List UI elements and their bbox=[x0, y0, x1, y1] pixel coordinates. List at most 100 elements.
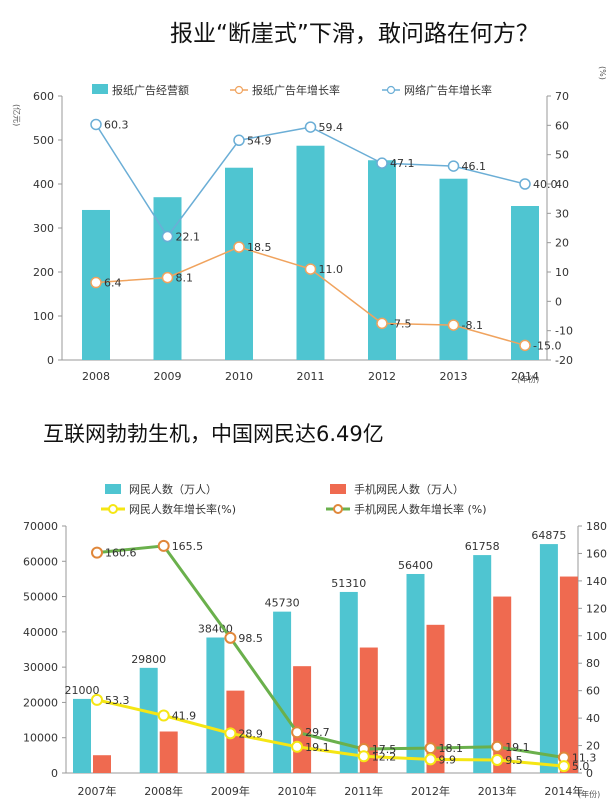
data-label: 54.9 bbox=[247, 134, 272, 147]
x-axis-unit: (年份) bbox=[578, 789, 600, 799]
data-point bbox=[157, 709, 170, 722]
legend-label: 报纸广告经营额 bbox=[112, 83, 189, 97]
data-point bbox=[447, 319, 460, 331]
bar-newspaper-ad-revenue bbox=[296, 145, 325, 360]
data-point bbox=[90, 276, 102, 289]
chart-1-newspaper-ads: 0 100 200 300 400 500 600 -20 -10 0 10 20 30 40 50 60 70… bbox=[12, 66, 607, 384]
left-tick-label: 70000 bbox=[23, 520, 58, 533]
data-label: 17.5 bbox=[372, 743, 397, 756]
data-point bbox=[291, 726, 304, 739]
right-tick-label: 50 bbox=[555, 149, 569, 162]
data-label: 53.3 bbox=[105, 694, 130, 707]
bar-value-label: 56400 bbox=[398, 559, 433, 572]
bar-newspaper-ad-revenue bbox=[511, 206, 539, 360]
right-tick-label: 80 bbox=[586, 657, 600, 670]
right-tick-label: 60 bbox=[586, 685, 600, 698]
chart-2-title: 互联网勃勃生机，中国网民达6.49亿 bbox=[43, 422, 384, 446]
legend-swatch-bar bbox=[330, 484, 346, 494]
data-point bbox=[424, 742, 437, 755]
right-tick-label: -20 bbox=[555, 354, 573, 367]
data-label: 5.0 bbox=[572, 760, 590, 773]
data-label: 160.6 bbox=[105, 547, 137, 560]
data-point bbox=[491, 753, 504, 766]
legend-swatch-marker bbox=[386, 85, 396, 95]
x-tick-label: 2010 bbox=[225, 370, 253, 383]
bar-value-label: 29800 bbox=[131, 653, 166, 666]
bar-internet-users bbox=[139, 667, 158, 773]
data-point bbox=[291, 740, 304, 753]
data-point bbox=[376, 157, 388, 169]
chart-2-internet-users: 0 10000 20000 30000 40000 50000 60000 70000 0 20 4… bbox=[23, 482, 607, 799]
x-tick-label: 2013年 bbox=[478, 784, 517, 798]
bar-value-label: 45730 bbox=[265, 597, 300, 610]
right-tick-label: 100 bbox=[586, 630, 607, 643]
data-point bbox=[157, 539, 170, 552]
data-label: 59.4 bbox=[319, 121, 344, 134]
bar-mobile-users bbox=[426, 624, 445, 773]
data-label: -15.0 bbox=[533, 339, 561, 352]
left-tick-label: 60000 bbox=[23, 555, 58, 568]
x-tick-label: 2008 bbox=[82, 370, 110, 383]
data-label: 46.1 bbox=[462, 160, 487, 173]
data-point bbox=[447, 160, 460, 172]
legend-label: 网民人数（万人） bbox=[129, 483, 217, 496]
left-tick-label: 10000 bbox=[23, 732, 58, 745]
bar-newspaper-ad-revenue bbox=[225, 167, 253, 360]
left-tick-label: 0 bbox=[51, 767, 58, 780]
right-tick-label: 160 bbox=[586, 547, 607, 560]
right-tick-label: 20 bbox=[555, 237, 569, 250]
bar-value-label: 64875 bbox=[531, 529, 566, 542]
data-label: 11.0 bbox=[319, 263, 344, 276]
data-label: 18.1 bbox=[439, 742, 464, 755]
data-label: 47.1 bbox=[390, 157, 415, 170]
data-label: 8.1 bbox=[176, 272, 194, 285]
legend-swatch-marker bbox=[234, 85, 244, 95]
left-tick-label: 300 bbox=[33, 222, 54, 235]
data-label: 22.1 bbox=[176, 231, 201, 244]
bar-internet-users bbox=[73, 698, 91, 773]
right-tick-label: 140 bbox=[586, 575, 607, 588]
data-label: 19.1 bbox=[505, 741, 530, 754]
bar-value-label: 61758 bbox=[465, 540, 500, 553]
legend-label: 手机网民人数年增长率 (%) bbox=[354, 502, 487, 516]
right-tick-label: 40 bbox=[586, 712, 600, 725]
left-tick-label: 0 bbox=[47, 354, 54, 367]
left-tick-label: 20000 bbox=[23, 696, 58, 709]
bar-mobile-users bbox=[359, 647, 378, 773]
data-point bbox=[91, 693, 103, 706]
left-tick-label: 30000 bbox=[23, 661, 58, 674]
data-point bbox=[519, 178, 531, 190]
x-tick-label: 2008年 bbox=[144, 784, 183, 798]
legend-swatch-marker bbox=[333, 504, 343, 514]
right-tick-label: 120 bbox=[586, 602, 607, 615]
bar-mobile-users bbox=[159, 731, 178, 773]
right-tick-label: -10 bbox=[555, 325, 573, 338]
data-label: 11.3 bbox=[572, 751, 597, 764]
legend-swatch-bar bbox=[92, 84, 108, 94]
left-tick-label: 40000 bbox=[23, 626, 58, 639]
legend-label: 报纸广告年增长率 bbox=[252, 83, 340, 97]
bar-mobile-users bbox=[293, 666, 312, 773]
data-label: 9.5 bbox=[505, 754, 523, 767]
data-label: -7.5 bbox=[390, 317, 411, 330]
data-point bbox=[161, 230, 174, 243]
bar-mobile-users bbox=[93, 755, 111, 773]
bar-value-label: 21000 bbox=[65, 684, 100, 697]
data-label: 165.5 bbox=[172, 540, 204, 553]
data-point bbox=[161, 271, 174, 284]
data-label: 12.2 bbox=[372, 750, 397, 763]
data-point bbox=[519, 339, 531, 352]
x-tick-label: 2011年 bbox=[344, 784, 383, 798]
bar-internet-users bbox=[206, 637, 225, 773]
left-tick-label: 500 bbox=[33, 134, 54, 147]
left-tick-label: 100 bbox=[33, 310, 54, 323]
right-tick-label: 70 bbox=[555, 90, 569, 103]
left-tick-label: 600 bbox=[33, 90, 54, 103]
x-tick-label: 2010年 bbox=[278, 784, 317, 798]
legend-label: 手机网民人数（万人） bbox=[354, 482, 464, 496]
data-point bbox=[233, 134, 245, 147]
right-tick-label: 0 bbox=[555, 295, 562, 308]
data-label: 40.0 bbox=[533, 178, 558, 191]
data-point bbox=[224, 727, 237, 740]
data-point bbox=[304, 263, 317, 275]
